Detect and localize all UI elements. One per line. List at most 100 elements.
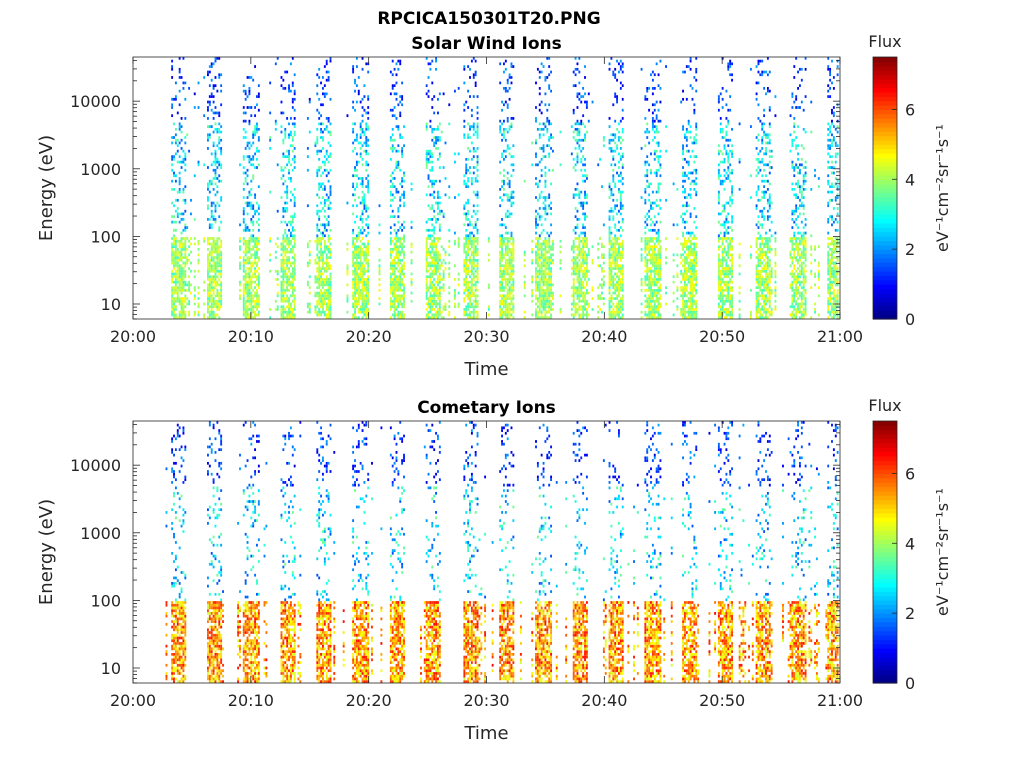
flux-cell — [435, 201, 438, 205]
flux-cell — [403, 288, 405, 292]
flux-cell — [597, 256, 600, 259]
flux-cell — [323, 248, 326, 251]
flux-cell — [584, 261, 586, 265]
flux-cell — [425, 313, 428, 317]
flux-cell — [499, 125, 502, 128]
flux-cell — [401, 310, 404, 314]
flux-cell — [244, 111, 247, 115]
flux-cell — [580, 286, 583, 289]
flux-cell — [180, 297, 183, 300]
spectrogram-cells — [171, 57, 839, 319]
flux-cell — [580, 291, 583, 295]
flux-cell — [395, 149, 398, 153]
flux-cell — [178, 286, 181, 289]
flux-cell — [504, 283, 507, 287]
flux-cell — [487, 258, 490, 262]
flux-cell — [650, 297, 652, 300]
flux-cell — [438, 278, 441, 281]
flux-cell — [210, 226, 213, 229]
flux-cell — [576, 133, 579, 137]
flux-cell — [621, 245, 624, 249]
flux-cell — [397, 160, 400, 164]
flux-cell — [548, 272, 551, 276]
flux-cell — [188, 288, 191, 292]
flux-cell — [619, 196, 622, 199]
flux-cell — [614, 256, 617, 259]
flux-cell — [401, 272, 404, 276]
flux-cell — [318, 122, 321, 126]
flux-cell — [327, 278, 330, 281]
flux-cell — [431, 297, 434, 300]
flux-cell — [476, 310, 479, 314]
flux-cell — [218, 294, 221, 298]
flux-cell — [614, 253, 617, 257]
flux-cell — [352, 297, 355, 300]
flux-cell — [282, 261, 285, 265]
flux-cell — [572, 291, 575, 295]
flux-cell — [174, 308, 177, 311]
flux-cell — [535, 106, 537, 109]
flux-cell — [550, 212, 553, 216]
flux-cell — [655, 267, 658, 270]
flux-cell — [584, 218, 586, 221]
flux-cell — [320, 174, 323, 178]
flux-cell — [476, 239, 479, 243]
flux-cell — [503, 223, 505, 227]
flux-cell — [465, 275, 468, 279]
flux-cell — [354, 81, 356, 85]
flux-cell — [508, 76, 511, 79]
flux-cell — [318, 149, 321, 153]
flux-cell — [178, 245, 181, 249]
flux-cell — [174, 283, 177, 287]
flux-cell — [346, 269, 349, 273]
flux-cell — [178, 67, 181, 71]
flux-cell — [320, 237, 323, 240]
flux-cell — [308, 253, 311, 257]
flux-cell — [578, 305, 581, 309]
flux-cell — [644, 239, 647, 243]
flux-cell — [472, 308, 475, 311]
flux-cell — [197, 106, 200, 109]
flux-cell — [427, 248, 430, 251]
flux-cell — [318, 67, 321, 71]
flux-cell — [584, 201, 586, 205]
flux-cell — [246, 294, 249, 298]
flux-cell — [425, 166, 428, 169]
flux-cell — [378, 272, 381, 276]
flux-cell — [429, 280, 432, 284]
flux-cell — [346, 242, 349, 246]
flux-cell — [550, 291, 553, 295]
flux-cell — [550, 316, 553, 319]
flux-cell — [397, 190, 400, 194]
flux-cell — [208, 291, 211, 295]
flux-cell — [180, 242, 183, 246]
flux-cell — [329, 242, 332, 246]
flux-cell — [365, 149, 368, 153]
flux-cell — [608, 218, 611, 221]
flux-cell — [467, 253, 470, 257]
flux-cell — [210, 212, 213, 216]
flux-cell — [291, 308, 294, 311]
flux-cell — [391, 87, 394, 90]
flux-cell — [329, 228, 332, 232]
flux-cell — [397, 269, 400, 273]
flux-cell — [291, 250, 294, 254]
flux-cell — [361, 305, 364, 309]
flux-cell — [363, 207, 366, 210]
flux-cell — [580, 95, 583, 98]
flux-cell — [212, 280, 215, 284]
flux-cell — [291, 136, 294, 139]
flux-cell — [288, 256, 290, 259]
flux-cell — [378, 302, 381, 306]
flux-cell — [453, 305, 456, 309]
flux-cell — [437, 280, 439, 284]
flux-cell — [250, 237, 253, 240]
flux-cell — [401, 267, 404, 270]
flux-cell — [582, 245, 585, 249]
flux-cell — [610, 245, 613, 249]
flux-cell — [250, 261, 253, 265]
flux-cell — [619, 305, 622, 309]
flux-cell — [361, 97, 364, 101]
flux-cell — [391, 261, 394, 265]
flux-cell — [308, 258, 311, 262]
